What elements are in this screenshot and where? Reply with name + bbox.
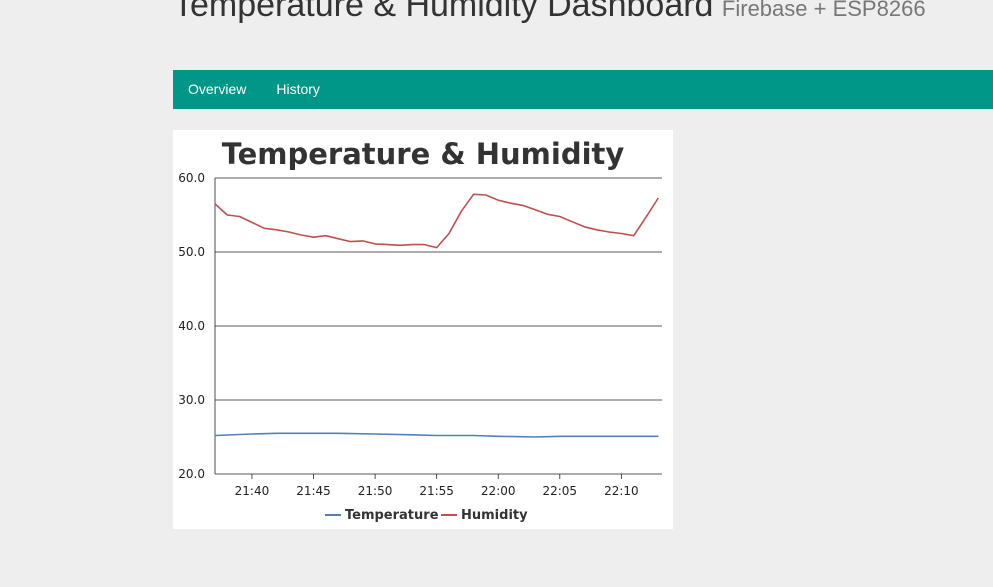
x-tick-label: 22:05: [542, 484, 577, 498]
y-tick-label: 50.0: [178, 245, 205, 259]
y-tick-label: 60.0: [178, 171, 205, 185]
x-tick-label: 22:10: [604, 484, 639, 498]
chart-axes: 60.0 50.0 40.0 30.0 20.0 21:40 21:45 21:50 21:55…: [178, 171, 638, 498]
y-tick-label: 40.0: [178, 319, 205, 333]
x-tick-label: 22:00: [481, 484, 516, 498]
y-tick-label: 30.0: [178, 393, 205, 407]
chart-legend: Temperature Humidity: [325, 508, 528, 523]
chart-title: Temperature & Humidity: [222, 137, 625, 171]
nav-item-overview[interactable]: Overview: [188, 81, 247, 97]
series-line-temperature: [214, 432, 659, 438]
line-chart: Temperature & Humidity 60.0 50.0 40.0 30.0 2…: [178, 137, 662, 523]
legend-label-temperature: Temperature: [345, 508, 439, 523]
legend-label-humidity: Humidity: [461, 508, 528, 523]
navbar: Overview History: [173, 70, 993, 109]
series-line-humidity: [214, 193, 659, 249]
x-tick-label: 21:50: [358, 484, 393, 498]
chart-card: Temperature & Humidity 60.0 50.0 40.0 30.0 2…: [173, 130, 673, 529]
y-tick-label: 20.0: [178, 467, 205, 481]
page-subtitle: Firebase + ESP8266: [721, 0, 926, 21]
chart-grid: [215, 177, 662, 475]
chart-series: [214, 193, 659, 438]
x-tick-label: 21:40: [235, 484, 270, 498]
nav-item-history[interactable]: History: [276, 81, 320, 97]
x-tick-label: 21:55: [419, 484, 454, 498]
page-header: Temperature & Humidity Dashboard Firebas…: [173, 0, 926, 25]
page-title: Temperature & Humidity Dashboard: [173, 0, 714, 24]
x-tick-label: 21:45: [296, 484, 331, 498]
